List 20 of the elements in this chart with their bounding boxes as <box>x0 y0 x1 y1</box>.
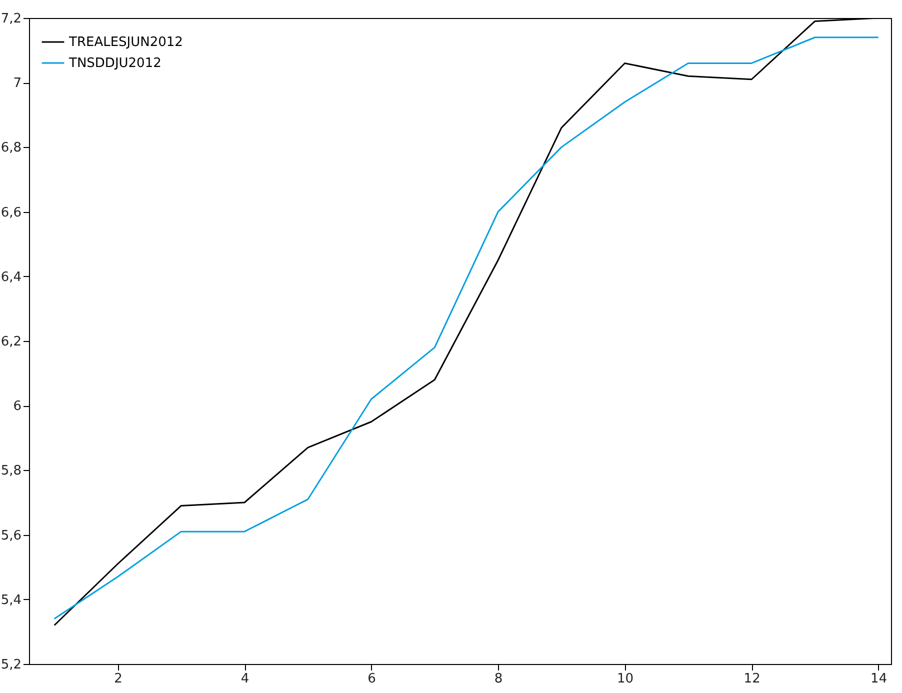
y-tick-label: 5,2 <box>0 658 22 672</box>
y-tick-label: 6 <box>13 399 22 414</box>
y-tick-label: 5,8 <box>0 464 22 479</box>
x-tick-label: 8 <box>494 672 503 686</box>
y-tick-label: 6,2 <box>0 334 22 350</box>
x-tick-label: 14 <box>870 672 888 686</box>
x-tick-label: 10 <box>617 672 634 686</box>
x-tick-label: 4 <box>240 672 250 686</box>
y-tick-label: 5,4 <box>0 592 22 608</box>
x-tick-label: 6 <box>368 672 376 686</box>
y-tick-label: 7 <box>13 76 22 92</box>
x-tick-label: 12 <box>744 672 760 686</box>
y-tick-label: 5,6 <box>0 528 22 544</box>
y-tick-label: 7,2 <box>0 12 22 26</box>
legend-label: TREALESJUN2012 <box>68 35 183 50</box>
y-tick-label: 6,6 <box>0 205 22 220</box>
legend-label: TNSDDJU2012 <box>68 56 162 71</box>
y-tick-label: 6,8 <box>0 140 22 156</box>
y-tick-label: 6,4 <box>0 270 22 285</box>
x-tick-label: 2 <box>114 672 122 686</box>
